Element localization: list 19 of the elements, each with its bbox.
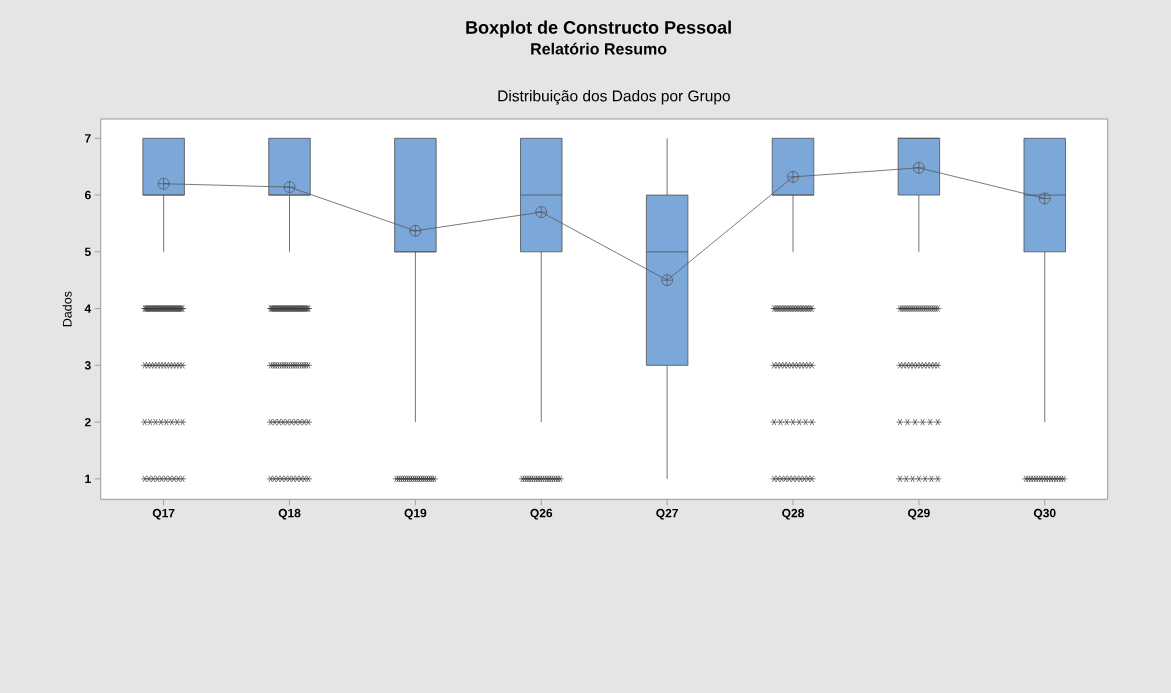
x-tick-label: Q26 xyxy=(530,508,553,520)
y-tick-label: 6 xyxy=(84,190,91,200)
x-tick-label: Q19 xyxy=(404,508,427,520)
chart-subtitle: Relatório Resumo xyxy=(531,42,667,55)
x-tick-label: Q28 xyxy=(782,508,804,520)
x-tick-label: Q18 xyxy=(278,508,301,520)
y-tick-label: 1 xyxy=(85,474,91,483)
x-tick-label: Q30 xyxy=(1033,508,1056,520)
y-tick-label: 5 xyxy=(84,247,91,257)
x-tick-label: Q27 xyxy=(656,508,678,520)
text: Distribuição dos Dados por Grupo xyxy=(498,90,730,105)
y-tick-label: 2 xyxy=(84,417,91,427)
x-tick-label: Q17 xyxy=(152,508,175,520)
x-tick-label: Q29 xyxy=(908,508,930,520)
y-tick-label: 7 xyxy=(85,134,91,143)
y-axis-title: Dados xyxy=(62,291,72,327)
y-tick-label: 3 xyxy=(84,361,91,370)
y-tick-label: 4 xyxy=(84,304,92,313)
chart-title: Boxplot de Constructo Pessoal xyxy=(466,20,731,38)
